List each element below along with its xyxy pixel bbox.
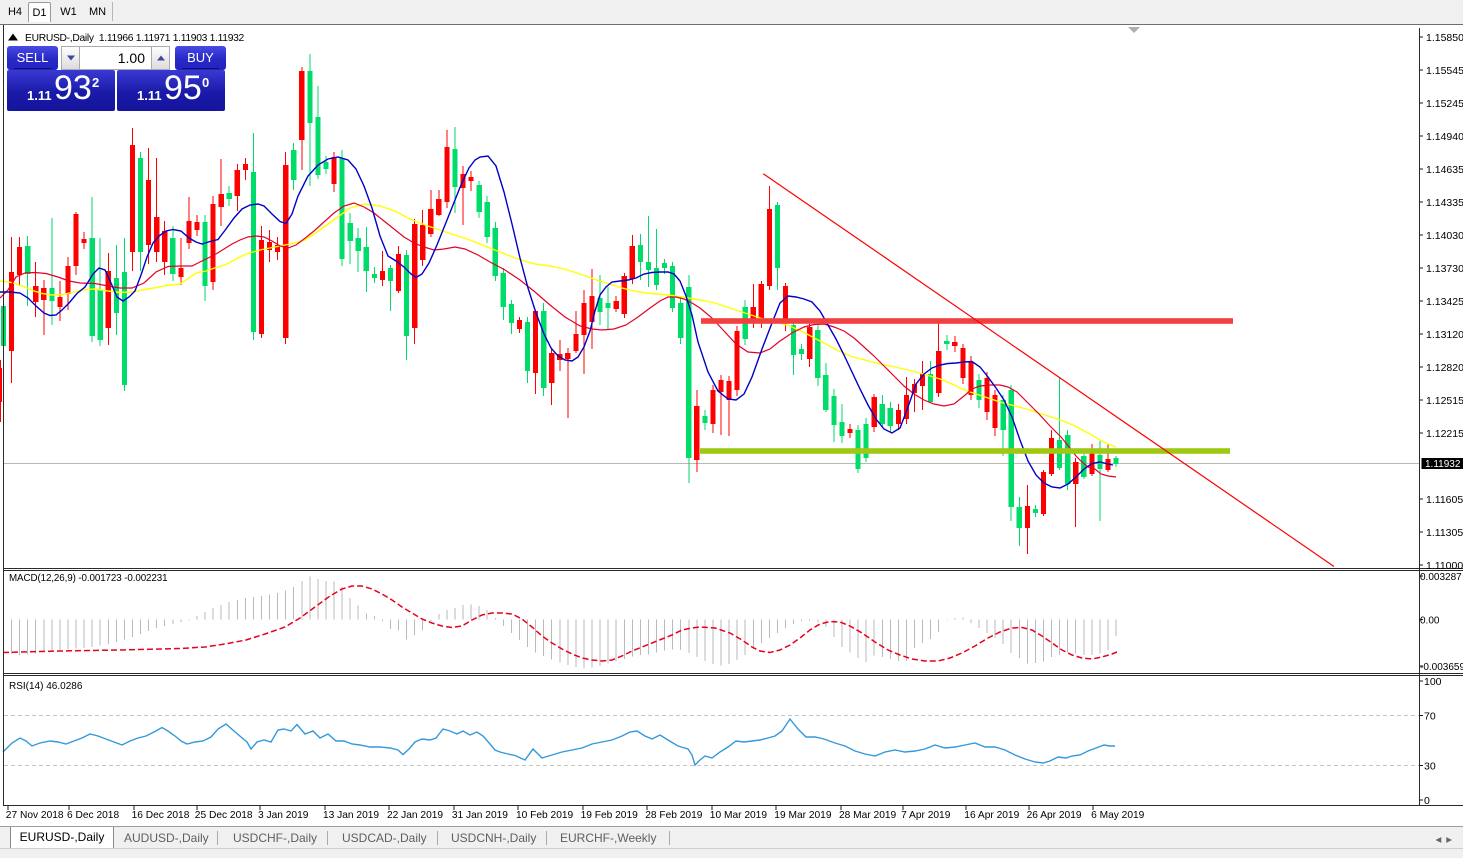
svg-text:1.11932: 1.11932	[1425, 459, 1461, 470]
svg-text:19 Mar 2019: 19 Mar 2019	[774, 810, 832, 821]
svg-text:16 Apr 2019: 16 Apr 2019	[964, 810, 1019, 821]
svg-text:1.15245: 1.15245	[1426, 98, 1463, 110]
svg-text:1.14940: 1.14940	[1426, 131, 1463, 143]
svg-text:7 Apr 2019: 7 Apr 2019	[901, 810, 951, 821]
svg-text:10 Mar 2019: 10 Mar 2019	[710, 810, 768, 821]
svg-text:10 Feb 2019: 10 Feb 2019	[516, 810, 574, 821]
svg-text:EURUSD-,Daily 1.11966 1.11971: EURUSD-,Daily 1.11966 1.11971 1.11903 1.…	[25, 33, 245, 44]
svg-text:1.11605: 1.11605	[1426, 494, 1463, 506]
svg-text:1.14635: 1.14635	[1426, 164, 1463, 176]
svg-text:27 Nov 2018: 27 Nov 2018	[6, 810, 64, 821]
svg-text:19 Feb 2019: 19 Feb 2019	[581, 810, 639, 821]
svg-text:30: 30	[1424, 761, 1436, 773]
svg-text:26 Apr 2019: 26 Apr 2019	[1027, 810, 1082, 821]
svg-text:1.11305: 1.11305	[1426, 527, 1463, 539]
svg-text:6 Dec 2018: 6 Dec 2018	[67, 810, 119, 821]
svg-text:28 Feb 2019: 28 Feb 2019	[645, 810, 703, 821]
svg-text:13 Jan 2019: 13 Jan 2019	[323, 810, 379, 821]
svg-text:0: 0	[1424, 795, 1430, 807]
svg-text:1.12515: 1.12515	[1426, 395, 1463, 407]
svg-text:16 Dec 2018: 16 Dec 2018	[132, 810, 190, 821]
svg-text:1.15545: 1.15545	[1426, 65, 1463, 77]
svg-text:1.13120: 1.13120	[1426, 329, 1463, 341]
svg-text:1.13730: 1.13730	[1426, 263, 1463, 275]
svg-text:25 Dec 2018: 25 Dec 2018	[195, 810, 253, 821]
svg-text:70: 70	[1424, 711, 1436, 723]
svg-text:3 Jan 2019: 3 Jan 2019	[258, 810, 309, 821]
svg-text:100: 100	[1424, 676, 1442, 688]
svg-text:0.003287: 0.003287	[1420, 572, 1462, 583]
svg-text:-0.003659: -0.003659	[1420, 662, 1463, 673]
svg-text:1.15850: 1.15850	[1426, 32, 1463, 44]
svg-text:1.14030: 1.14030	[1426, 230, 1463, 242]
svg-text:1.12820: 1.12820	[1426, 362, 1463, 374]
svg-text:6 May 2019: 6 May 2019	[1091, 810, 1145, 821]
svg-text:1.14335: 1.14335	[1426, 197, 1463, 209]
svg-text:1.11000: 1.11000	[1426, 560, 1463, 572]
svg-text:28 Mar 2019: 28 Mar 2019	[839, 810, 897, 821]
svg-text:1.12215: 1.12215	[1426, 428, 1463, 440]
svg-text:RSI(14) 46.0286: RSI(14) 46.0286	[9, 681, 83, 692]
svg-text:0.00: 0.00	[1420, 616, 1440, 627]
svg-text:22 Jan 2019: 22 Jan 2019	[387, 810, 443, 821]
svg-text:1.13425: 1.13425	[1426, 296, 1463, 308]
svg-text:31 Jan 2019: 31 Jan 2019	[452, 810, 508, 821]
svg-text:MACD(12,26,9) -0.001723 -0.002: MACD(12,26,9) -0.001723 -0.002231	[9, 573, 167, 584]
